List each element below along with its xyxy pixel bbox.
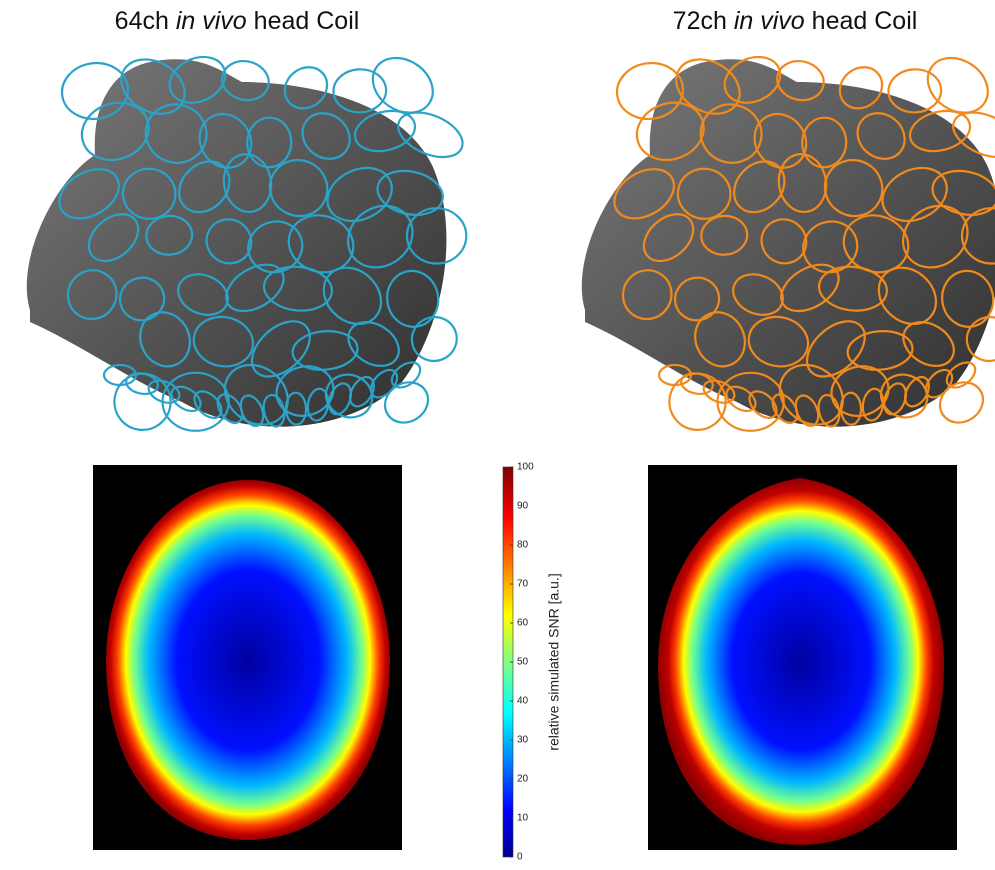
title-italic: in vivo	[734, 7, 805, 35]
colorbar-label: relative simulated SNR [a.u.]	[546, 573, 562, 750]
tick-label: 80	[517, 540, 529, 551]
head-model	[582, 47, 995, 441]
tick-label: 10	[517, 813, 529, 824]
title-text: head Coil	[812, 7, 918, 35]
tick-label: 30	[517, 735, 529, 746]
tick-label: 0	[517, 852, 523, 863]
panel-title: 72ch in vivo head Coil	[673, 7, 918, 35]
tick-label: 20	[517, 774, 529, 785]
tick-label: 50	[517, 657, 529, 668]
tick-label: 60	[517, 618, 529, 629]
panel-title: 64ch in vivo head Coil	[115, 7, 360, 35]
tick-label: 40	[517, 696, 529, 707]
title-text: 72ch	[673, 7, 727, 35]
title-italic: in vivo	[176, 7, 247, 35]
snr-map-region	[106, 480, 390, 840]
figure: 64ch in vivo head Coil 72ch in vivo head…	[0, 0, 995, 865]
tick-label: 70	[517, 579, 529, 590]
tick-label: 100	[517, 462, 534, 473]
tick-label: 90	[517, 501, 529, 512]
colorbar-ticks: 0 10 20 30 40 50 60 70 80 90 100	[510, 462, 534, 863]
title-text: head Coil	[254, 7, 360, 35]
head-model	[27, 47, 469, 441]
title-text: 64ch	[115, 7, 169, 35]
